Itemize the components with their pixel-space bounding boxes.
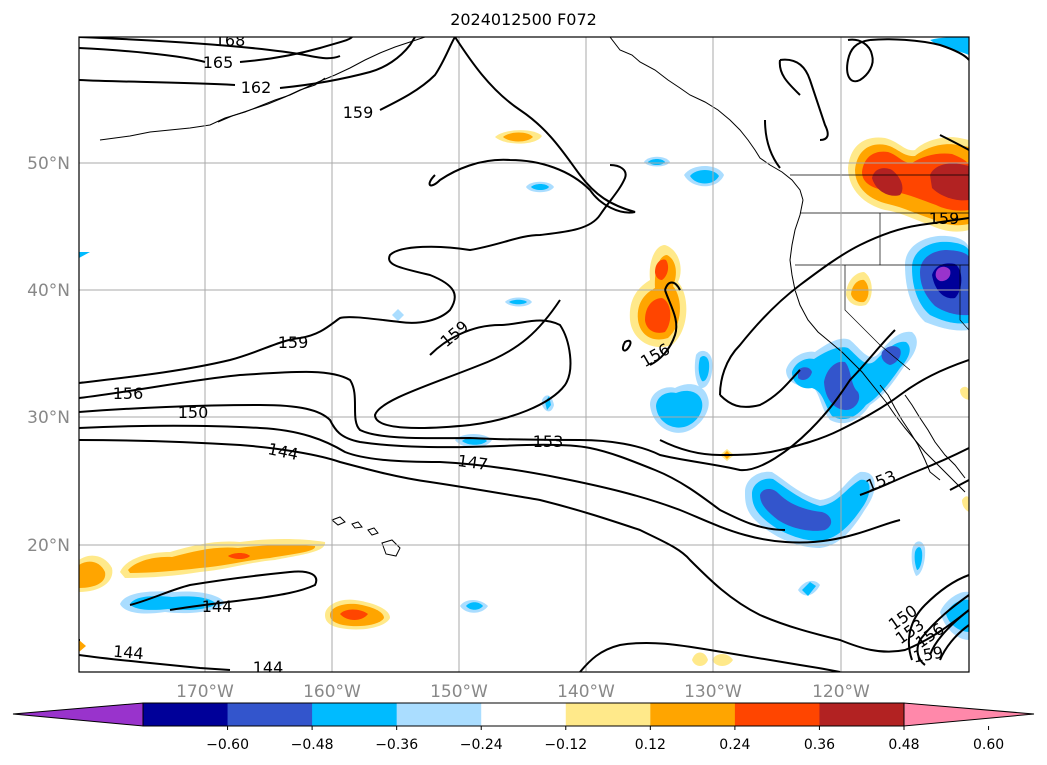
colorbar-swatch — [396, 703, 482, 726]
lon-label: 140°W — [557, 682, 615, 702]
height-contours — [79, 37, 969, 672]
colorbar-swatch — [565, 703, 651, 726]
lon-label: 130°W — [684, 682, 742, 702]
contour-label: 159 — [929, 209, 960, 228]
colorbar-tick-label: −0.12 — [544, 737, 587, 753]
lon-label: 170°W — [176, 682, 234, 702]
contour-label: 156 — [113, 384, 144, 403]
colorbar-tick-label: −0.24 — [460, 737, 503, 753]
contour-label: 159 — [343, 103, 374, 122]
colorbar-extend-max — [903, 702, 1035, 727]
lon-label: 120°W — [812, 682, 870, 702]
contour-label: 147 — [456, 451, 489, 474]
contour-label: 168 — [215, 31, 246, 50]
contour-label: 144 — [112, 642, 144, 664]
colorbar: −0.60 −0.48 −0.36 −0.24 −0.12 0.12 0.24 0.36 0.4… — [12, 702, 1035, 753]
map-title: 2024012500 F072 — [450, 10, 597, 29]
lon-label: 160°W — [303, 682, 361, 702]
contour-label: 144 — [202, 597, 233, 616]
political-borders — [790, 174, 969, 371]
colorbar-tick-label: 0.24 — [719, 737, 750, 753]
contour-label: 162 — [241, 78, 272, 97]
colorbar-tick-label: 0.36 — [804, 737, 835, 753]
colorbar-swatch — [734, 703, 820, 726]
colorbar-swatch — [650, 703, 736, 726]
colorbar-tick-label: −0.36 — [375, 737, 418, 753]
colorbar-tick-label: 0.60 — [973, 737, 1004, 753]
contour-label: 159 — [278, 333, 309, 352]
latitude-labels: 50°N 40°N 30°N 20°N — [27, 154, 70, 556]
colorbar-swatch — [312, 703, 398, 726]
map-frame — [78, 36, 970, 673]
colorbar-tick-label: 0.48 — [888, 737, 919, 753]
lat-label: 40°N — [27, 281, 70, 301]
colorbar-swatch — [481, 703, 567, 726]
colorbar-tick-label: −0.48 — [291, 737, 334, 753]
longitude-labels: 170°W 160°W 150°W 140°W 130°W 120°W — [176, 682, 870, 702]
contour-label: 144 — [253, 658, 284, 677]
coastlines — [99, 37, 966, 557]
colorbar-extend-min — [12, 702, 144, 727]
graticule — [79, 37, 969, 672]
lat-label: 20°N — [27, 536, 70, 556]
colorbar-swatch — [819, 703, 905, 726]
colorbar-tick-label: 0.12 — [635, 737, 666, 753]
contour-label: 150 — [178, 403, 209, 422]
lon-label: 150°W — [430, 682, 488, 702]
contour-label: 153 — [533, 432, 564, 451]
lat-label: 30°N — [27, 408, 70, 428]
colorbar-swatch — [227, 703, 313, 726]
colorbar-swatch — [143, 703, 229, 726]
lat-label: 50°N — [27, 154, 70, 174]
contour-label: 165 — [203, 53, 234, 72]
colorbar-tick-label: −0.60 — [206, 737, 249, 753]
